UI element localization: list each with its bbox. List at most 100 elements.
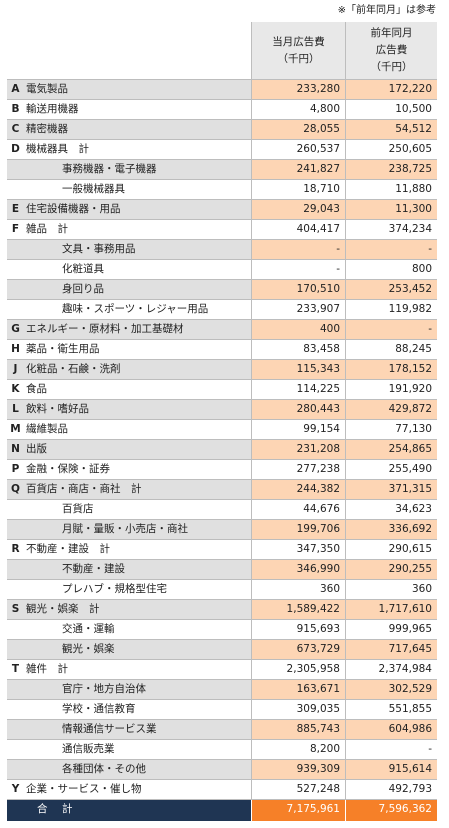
row-code — [7, 760, 24, 779]
row-code — [7, 680, 24, 699]
previous-year-value: 999,965 — [345, 620, 437, 639]
row-label: 観光・娯楽 — [62, 643, 115, 655]
previous-year-value: 290,255 — [345, 560, 437, 579]
row-code — [7, 180, 24, 199]
previous-year-value: 336,692 — [345, 520, 437, 539]
row-label: 機械器具 計 — [26, 143, 89, 155]
row-code: G — [11, 323, 20, 335]
table-row: K 食品 114,225 191,920 — [7, 380, 437, 400]
previous-year-value: 290,615 — [345, 540, 437, 559]
row-code: P — [11, 463, 20, 475]
row-code: D — [11, 143, 20, 155]
table-row: 学校・通信教育 309,035 551,855 — [7, 700, 437, 720]
row-label: 電気製品 — [26, 83, 68, 95]
previous-year-value: 250,605 — [345, 140, 437, 159]
previous-year-value: 429,872 — [345, 400, 437, 419]
current-month-value: 260,537 — [251, 140, 345, 159]
row-code: F — [11, 223, 20, 235]
row-code: E — [11, 203, 20, 215]
row-label: 月賦・量販・小売店・商社 — [62, 523, 188, 535]
current-month-value: 8,200 — [251, 740, 345, 759]
current-month-value: 4,800 — [251, 100, 345, 119]
row-code: K — [11, 383, 20, 395]
table-row: 化粧道具 -800 — [7, 260, 437, 280]
current-month-value: 115,343 — [251, 360, 345, 379]
row-label: 金融・保険・証券 — [26, 463, 110, 475]
current-month-value: 360 — [251, 580, 345, 599]
table-row: 各種団体・その他 939,309 915,614 — [7, 760, 437, 780]
previous-year-value: 717,645 — [345, 640, 437, 659]
row-code: M — [10, 423, 21, 435]
current-month-value: 114,225 — [251, 380, 345, 399]
current-month-value: 939,309 — [251, 760, 345, 779]
current-month-value: 28,055 — [251, 120, 345, 139]
total-current-value: 7,175,961 — [251, 800, 345, 821]
table-row: E 住宅設備機器・用品 29,043 11,300 — [7, 200, 437, 220]
row-code — [7, 500, 24, 519]
total-label: 合 計 — [37, 803, 75, 815]
row-code — [7, 260, 24, 279]
previous-year-value: 255,490 — [345, 460, 437, 479]
row-label: 雑品 計 — [26, 223, 68, 235]
table-row: G エネルギー・原材料・加工基礎材 400- — [7, 320, 437, 340]
current-month-value: 277,238 — [251, 460, 345, 479]
current-month-value: 1,589,422 — [251, 600, 345, 619]
table-row: 通信販売業 8,200- — [7, 740, 437, 760]
table-row: H 薬品・衛生用品 83,458 88,245 — [7, 340, 437, 360]
current-month-value: 83,458 — [251, 340, 345, 359]
row-label: 一般機械器具 — [62, 183, 125, 195]
table-row: A 電気製品 233,280 172,220 — [7, 80, 437, 100]
row-label: 化粧道具 — [62, 263, 104, 275]
reference-note: ※「前年同月」は参考 — [337, 5, 436, 16]
current-month-value: 346,990 — [251, 560, 345, 579]
table-row: 交通・運輸 915,693 999,965 — [7, 620, 437, 640]
row-code — [7, 160, 24, 179]
table-row: R 不動産・建設 計 347,350 290,615 — [7, 540, 437, 560]
table-row: P 金融・保険・証券 277,238 255,490 — [7, 460, 437, 480]
row-label: 薬品・衛生用品 — [26, 343, 100, 355]
current-month-value: 309,035 — [251, 700, 345, 719]
previous-year-value: 2,374,984 — [345, 660, 437, 679]
table-row: D 機械器具 計 260,537 250,605 — [7, 140, 437, 160]
row-code: L — [12, 403, 19, 415]
row-code — [7, 720, 24, 739]
current-month-value: 233,280 — [251, 80, 345, 99]
row-label: 化粧品・石鹸・洗剤 — [26, 363, 121, 375]
row-label: 情報通信サービス業 — [62, 723, 157, 735]
row-code: A — [11, 83, 20, 95]
previous-year-value: 88,245 — [345, 340, 437, 359]
current-month-value: 280,443 — [251, 400, 345, 419]
row-code — [7, 640, 24, 659]
ad-spend-table: A 電気製品 233,280 172,220 B 輸送用機器 4,800 10,500 C 精密機… — [7, 79, 437, 821]
previous-year-value: 371,315 — [345, 480, 437, 499]
row-label: 百貨店 — [62, 503, 94, 515]
current-month-value: 99,154 — [251, 420, 345, 439]
header-previous-year: 前年同月 広告費 （千円） — [345, 22, 437, 79]
previous-year-value: 551,855 — [345, 700, 437, 719]
row-code — [7, 520, 24, 539]
row-label: 観光・娯楽 計 — [26, 603, 100, 615]
row-code: Q — [11, 483, 20, 495]
table-row: M 繊維製品 99,154 77,130 — [7, 420, 437, 440]
total-row: 合 計 7,175,961 7,596,362 — [7, 800, 437, 821]
table-row: 百貨店 44,676 34,623 — [7, 500, 437, 520]
row-label: 文具・事務用品 — [62, 243, 136, 255]
current-month-value: 163,671 — [251, 680, 345, 699]
previous-year-value: - — [345, 740, 437, 759]
previous-year-value: 302,529 — [345, 680, 437, 699]
previous-year-value: 11,880 — [345, 180, 437, 199]
previous-year-value: 238,725 — [345, 160, 437, 179]
row-label: 不動産・建設 — [62, 563, 125, 575]
table-row: N 出版 231,208 254,865 — [7, 440, 437, 460]
row-label: 交通・運輸 — [62, 623, 115, 635]
table-row: S 観光・娯楽 計 1,589,422 1,717,610 — [7, 600, 437, 620]
current-month-value: - — [251, 240, 345, 259]
total-previous-value: 7,596,362 — [345, 800, 437, 821]
current-month-value: 2,305,958 — [251, 660, 345, 679]
row-label: 精密機器 — [26, 123, 68, 135]
previous-year-value: 254,865 — [345, 440, 437, 459]
row-label: 飲料・嗜好品 — [26, 403, 89, 415]
current-month-value: 400 — [251, 320, 345, 339]
row-label: 出版 — [26, 443, 47, 455]
table-row: 観光・娯楽 673,729 717,645 — [7, 640, 437, 660]
